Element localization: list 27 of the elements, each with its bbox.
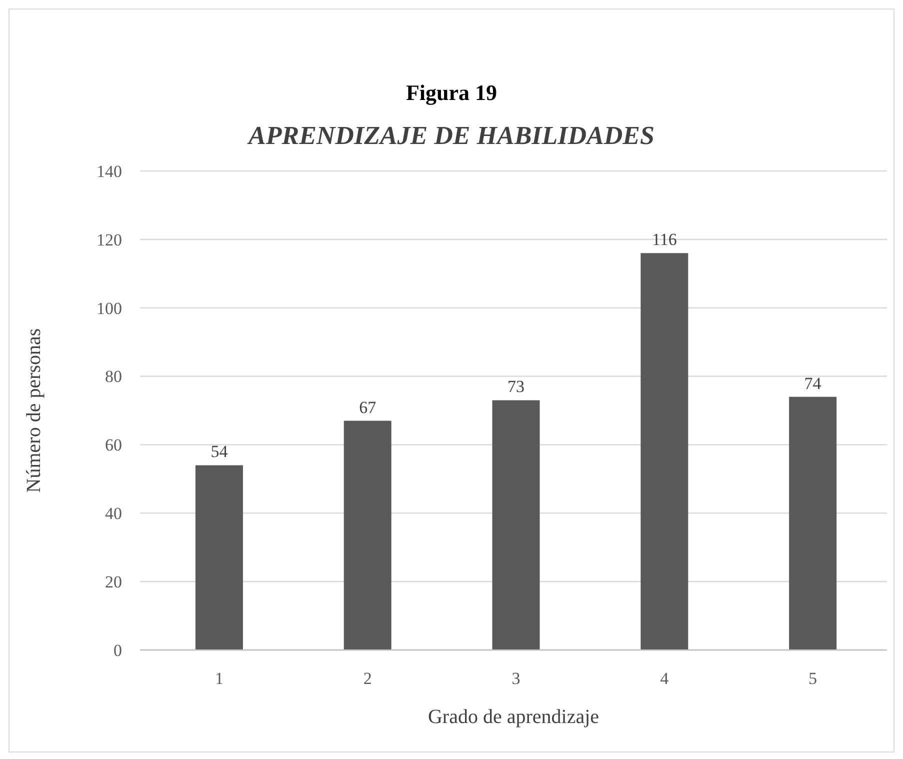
- data-label: 74: [804, 374, 822, 393]
- bar: [789, 396, 837, 650]
- data-label: 54: [210, 442, 228, 462]
- y-tick-label: 40: [105, 504, 122, 524]
- data-label: 73: [508, 377, 524, 396]
- x-tick-label: 5: [808, 669, 818, 688]
- x-tick-label: 1: [214, 669, 224, 688]
- y-tick-label: 60: [105, 436, 122, 455]
- chart-subtitle: APRENDIZAJE DE HABILIDADES: [246, 121, 654, 150]
- x-tick-label: 2: [363, 669, 372, 688]
- bar: [195, 465, 243, 650]
- y-tick-label: 20: [105, 572, 122, 592]
- y-tick-label: 140: [96, 162, 122, 181]
- bar: [492, 400, 540, 650]
- x-tick-label: 3: [512, 669, 520, 688]
- y-tick-label: 80: [105, 367, 122, 386]
- data-label: 67: [359, 398, 377, 417]
- y-axis-title: Número de personas: [23, 328, 45, 493]
- x-tick-label: 4: [660, 669, 670, 688]
- bar: [640, 253, 688, 650]
- chart-title: Figura 19: [406, 80, 498, 105]
- y-tick-label: 100: [96, 298, 122, 318]
- x-axis-title: Grado de aprendizaje: [428, 706, 600, 728]
- y-tick-label: 120: [96, 230, 122, 250]
- y-tick-label: 0: [114, 640, 122, 660]
- bar: [344, 420, 392, 650]
- data-label: 116: [652, 230, 677, 250]
